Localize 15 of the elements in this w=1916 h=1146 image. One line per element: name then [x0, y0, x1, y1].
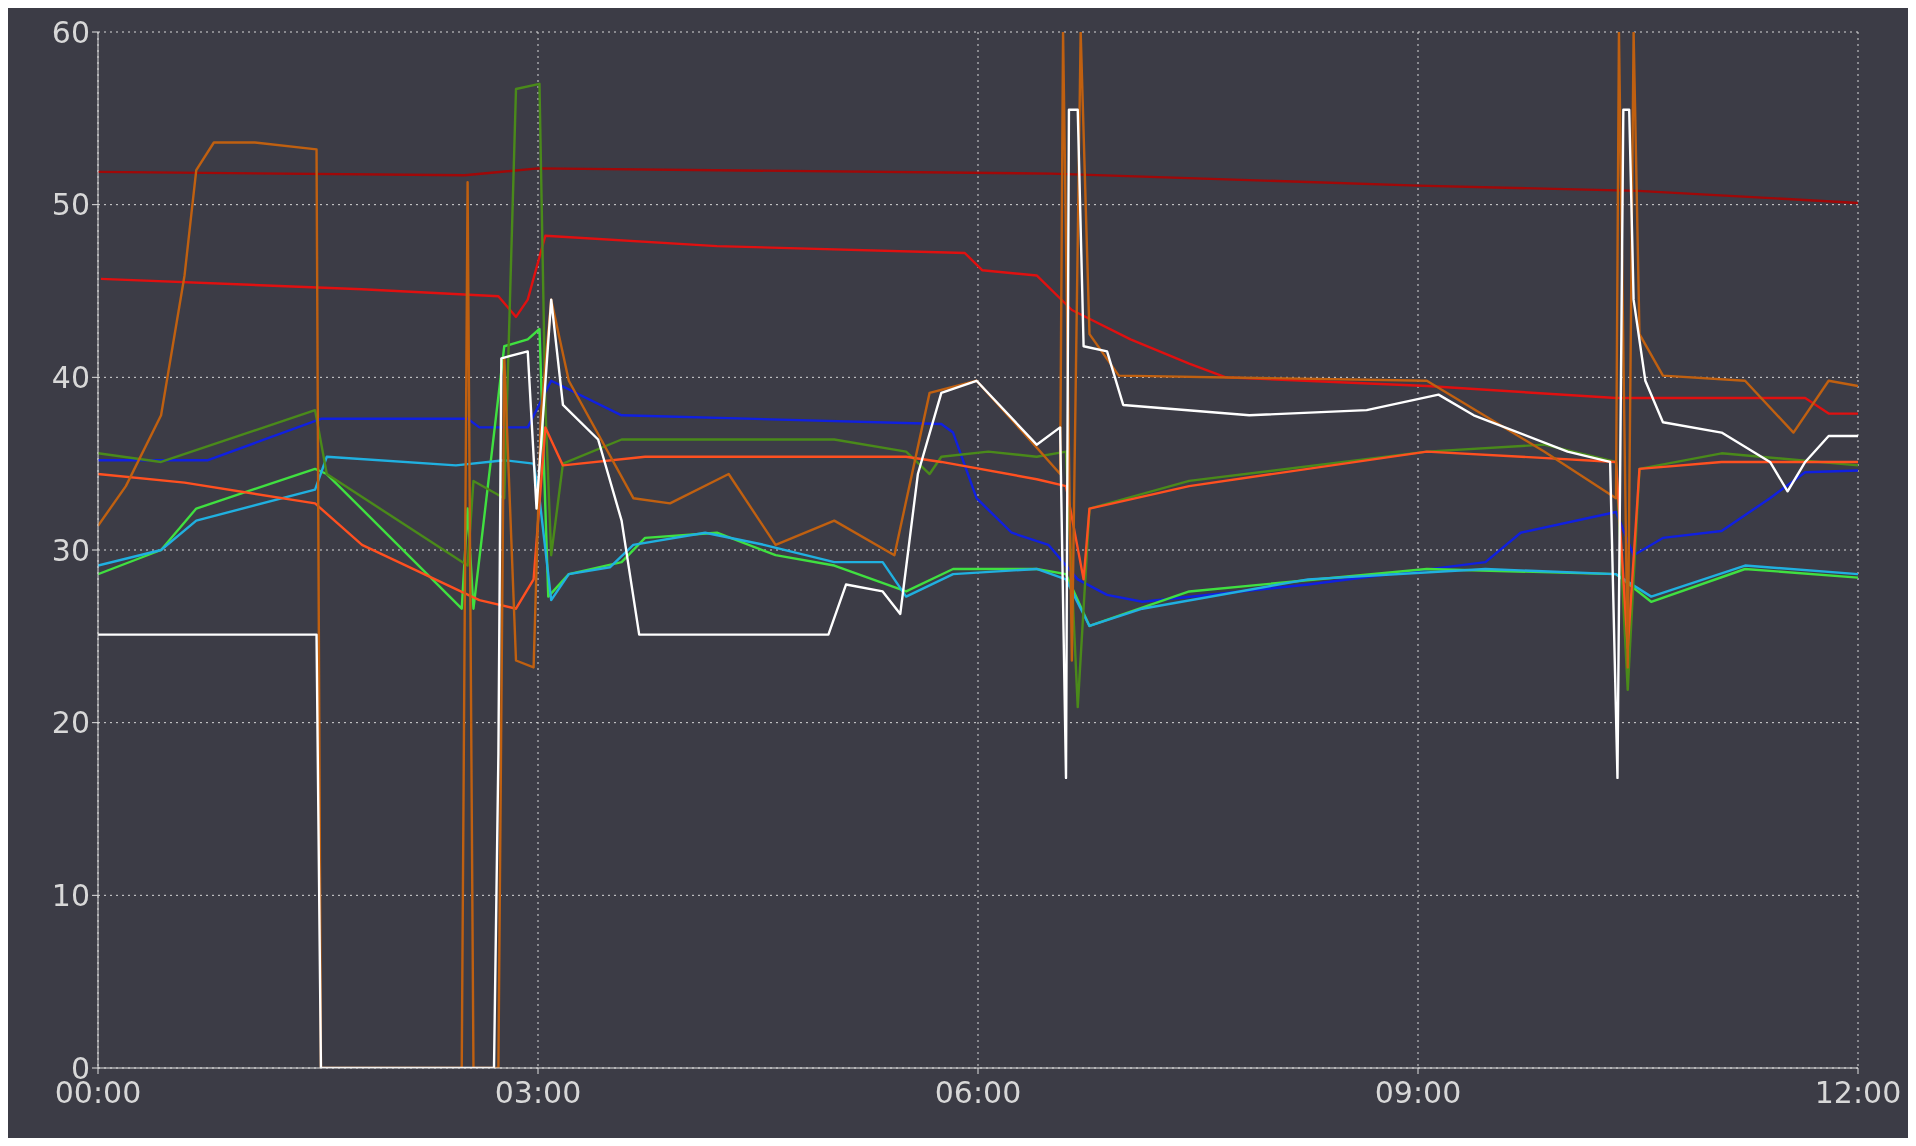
- x-tick-label: 06:00: [934, 1075, 1022, 1111]
- y-tick-label: 60: [51, 14, 90, 50]
- x-tick-label: 09:00: [1374, 1075, 1462, 1111]
- line-series: [98, 82, 1858, 709]
- line-series: [98, 167, 1858, 205]
- x-tick-label: 03:00: [494, 1075, 582, 1111]
- line-series: [99, 234, 1858, 415]
- line-series: [98, 455, 1858, 628]
- y-tick-label: 10: [51, 877, 90, 913]
- line-series: [98, 379, 1858, 603]
- y-tick-label: 20: [51, 705, 90, 741]
- x-tick-label: 12:00: [1814, 1075, 1902, 1111]
- y-tick-label: 40: [51, 359, 90, 395]
- y-tick-label: 50: [51, 187, 90, 223]
- y-tick-label: 30: [51, 532, 90, 568]
